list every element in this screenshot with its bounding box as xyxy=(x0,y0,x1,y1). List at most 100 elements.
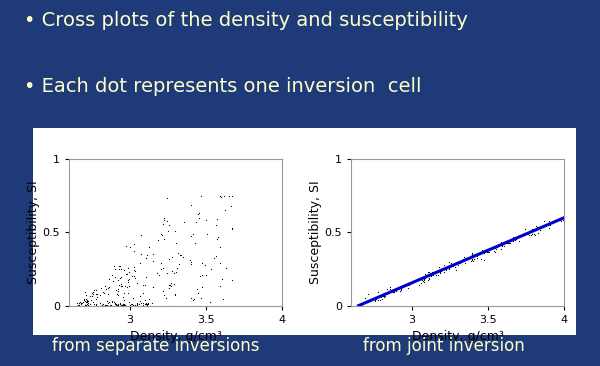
Point xyxy=(463,256,473,262)
Point xyxy=(401,283,410,289)
Point xyxy=(494,242,504,248)
Point xyxy=(470,251,479,257)
Point xyxy=(377,296,387,302)
Point xyxy=(169,281,179,287)
Point xyxy=(73,303,83,309)
Point xyxy=(470,253,480,259)
Point xyxy=(83,300,93,306)
Point xyxy=(355,303,364,309)
Point xyxy=(370,297,380,303)
Point xyxy=(494,243,503,249)
Point xyxy=(102,298,112,303)
Point xyxy=(459,254,469,260)
Point xyxy=(424,275,434,281)
Point xyxy=(536,224,546,229)
Point xyxy=(497,243,506,249)
Point xyxy=(441,267,451,273)
Point xyxy=(504,240,514,246)
Point xyxy=(441,265,451,271)
Point xyxy=(109,299,119,305)
Point xyxy=(130,302,139,308)
Point xyxy=(514,238,524,243)
Point xyxy=(110,266,120,272)
Point xyxy=(448,263,457,269)
Point xyxy=(164,285,174,291)
Point xyxy=(125,299,134,305)
X-axis label: Density, g/cm³: Density, g/cm³ xyxy=(130,330,221,343)
Point xyxy=(436,268,445,274)
Point xyxy=(176,252,186,258)
Point xyxy=(143,252,152,258)
Point xyxy=(140,297,150,303)
Point xyxy=(505,240,515,246)
Point xyxy=(134,301,144,307)
Point xyxy=(114,282,124,288)
Point xyxy=(111,287,121,293)
Point xyxy=(215,260,225,266)
Point xyxy=(77,300,86,306)
Point xyxy=(544,217,554,223)
Point xyxy=(209,255,218,261)
Point xyxy=(171,269,181,275)
Point xyxy=(162,218,172,224)
Point xyxy=(496,241,505,247)
Point xyxy=(476,256,485,262)
Point xyxy=(123,279,133,285)
Point xyxy=(79,297,89,303)
Point xyxy=(159,236,169,242)
Point xyxy=(164,223,174,228)
Point xyxy=(103,302,112,308)
Point xyxy=(119,267,129,273)
Point xyxy=(104,299,113,305)
Point xyxy=(154,272,164,278)
Point xyxy=(122,271,131,277)
Point xyxy=(158,221,167,227)
Point xyxy=(520,226,529,232)
Point xyxy=(113,292,122,298)
Point xyxy=(357,300,367,306)
Point xyxy=(127,301,136,307)
Point xyxy=(424,269,434,275)
Point xyxy=(536,228,545,234)
Point xyxy=(191,303,200,309)
Point xyxy=(436,269,445,275)
Point xyxy=(360,295,370,301)
Point xyxy=(117,283,127,289)
Point xyxy=(75,303,85,309)
Point xyxy=(501,238,511,244)
Point xyxy=(377,294,386,300)
Point xyxy=(125,303,134,309)
Point xyxy=(442,265,452,271)
Point xyxy=(113,288,123,294)
Point xyxy=(117,302,127,308)
Point xyxy=(189,296,199,302)
Point xyxy=(467,250,476,256)
Point xyxy=(366,303,376,309)
Point xyxy=(520,230,529,236)
Point xyxy=(175,252,185,258)
Point xyxy=(80,288,90,294)
Point xyxy=(170,291,180,297)
X-axis label: Density, g/cm³: Density, g/cm³ xyxy=(412,330,503,343)
Point xyxy=(116,266,125,272)
Point xyxy=(101,303,110,309)
Point xyxy=(161,295,170,300)
Point xyxy=(413,276,422,282)
Point xyxy=(502,240,512,246)
Point xyxy=(159,217,169,223)
Point xyxy=(442,264,451,270)
Point xyxy=(82,301,92,307)
Point xyxy=(142,274,151,280)
Point xyxy=(506,238,516,243)
Point xyxy=(148,258,157,264)
Point xyxy=(138,302,148,308)
Point xyxy=(82,302,91,308)
Point xyxy=(444,259,454,265)
Point xyxy=(215,193,224,199)
Point xyxy=(558,217,568,223)
Point xyxy=(92,291,102,296)
Point xyxy=(121,243,130,249)
Point xyxy=(164,303,174,309)
Point xyxy=(202,217,211,223)
Point xyxy=(101,286,110,292)
